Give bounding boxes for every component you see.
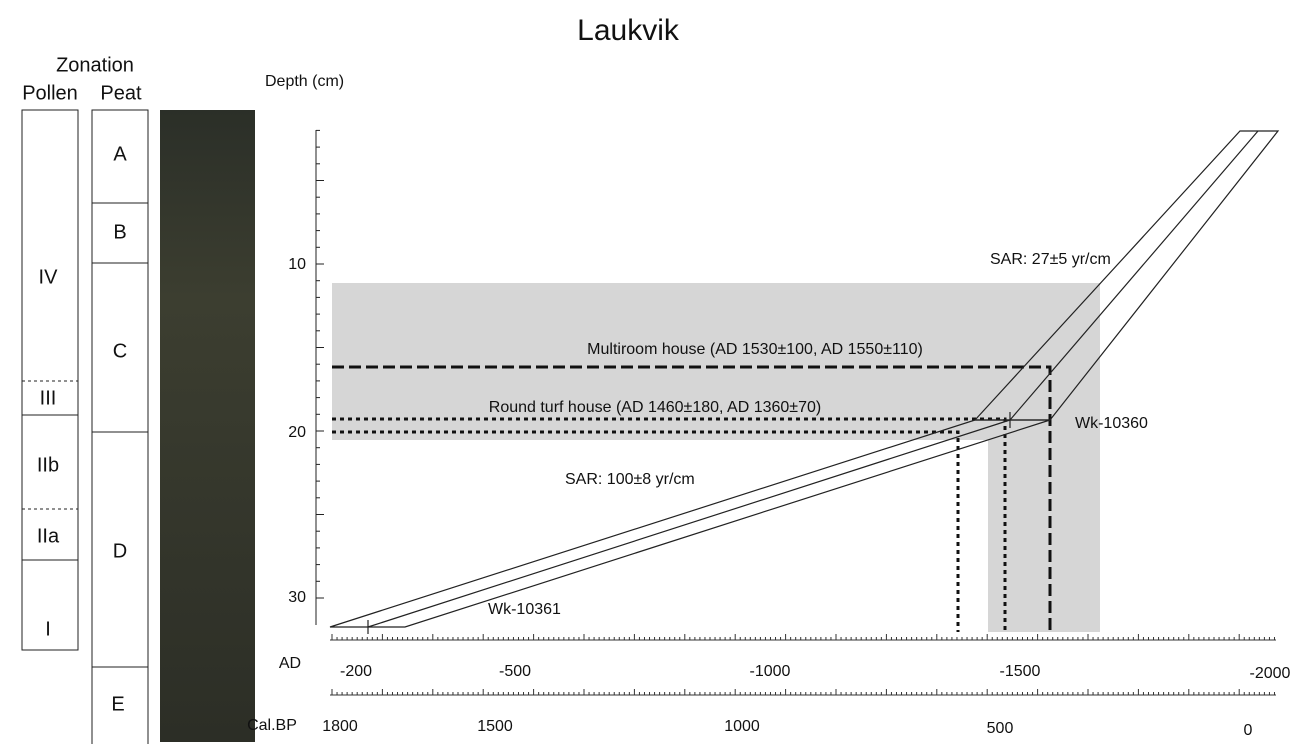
zonation-heading: Zonation — [56, 54, 134, 76]
core-photo — [160, 110, 255, 742]
pollen-zone: IIb — [37, 454, 59, 476]
peat-zone: B — [113, 221, 126, 243]
pollen-zone: IV — [39, 266, 59, 288]
ad-axis-label: AD — [279, 655, 301, 672]
peat-zone: E — [111, 693, 124, 715]
annotation: Round turf house (AD 1460±180, AD 1360±7… — [489, 399, 821, 416]
depth-ticks — [316, 130, 324, 598]
pollen-zone: IIa — [37, 525, 60, 547]
annotation: Multiroom house (AD 1530±100, AD 1550±11… — [587, 341, 923, 358]
depth-tick-label: 10 — [288, 256, 306, 273]
ad-tick-label: -500 — [499, 663, 531, 680]
peat-label: Peat — [100, 82, 142, 104]
pollen-zone: III — [40, 387, 57, 409]
calbp-axis-label: Cal.BP — [247, 717, 297, 734]
ad-tick-label: -1500 — [1000, 663, 1041, 680]
annotation: SAR: 27±5 yr/cm — [990, 251, 1111, 268]
annotation: Wk-10361 — [488, 601, 561, 618]
calbp-axis-ticks — [332, 689, 1274, 695]
calbp-tick-label: 1800 — [322, 718, 358, 735]
annotation: SAR: 100±8 yr/cm — [565, 471, 695, 488]
annotation: Wk-10360 — [1075, 415, 1148, 432]
depth-axis-label: Depth (cm) — [265, 73, 344, 90]
peat-column — [92, 110, 148, 744]
title: Laukvik — [577, 14, 680, 47]
depth-tick-label: 20 — [288, 424, 306, 441]
calbp-tick-label: 1000 — [724, 718, 760, 735]
calbp-tick-label: 0 — [1244, 722, 1253, 739]
ad-tick-label: -1000 — [750, 663, 791, 680]
peat-zone: C — [113, 340, 127, 362]
pollen-label: Pollen — [22, 82, 78, 104]
uncertainty-band — [332, 283, 1100, 632]
calbp-tick-label: 500 — [987, 720, 1014, 737]
ad-tick-label: -200 — [340, 663, 372, 680]
pollen-column — [22, 110, 78, 650]
ad-tick-label: -2000 — [1250, 665, 1291, 682]
depth-tick-label: 30 — [288, 589, 306, 606]
peat-zone: D — [113, 540, 127, 562]
ad-axis-ticks — [332, 634, 1274, 640]
peat-zone: A — [113, 143, 127, 165]
pollen-zone: I — [45, 618, 51, 640]
calbp-tick-label: 1500 — [477, 718, 513, 735]
figure: Laukvik Zonation Pollen Peat IV III IIb … — [0, 0, 1294, 744]
